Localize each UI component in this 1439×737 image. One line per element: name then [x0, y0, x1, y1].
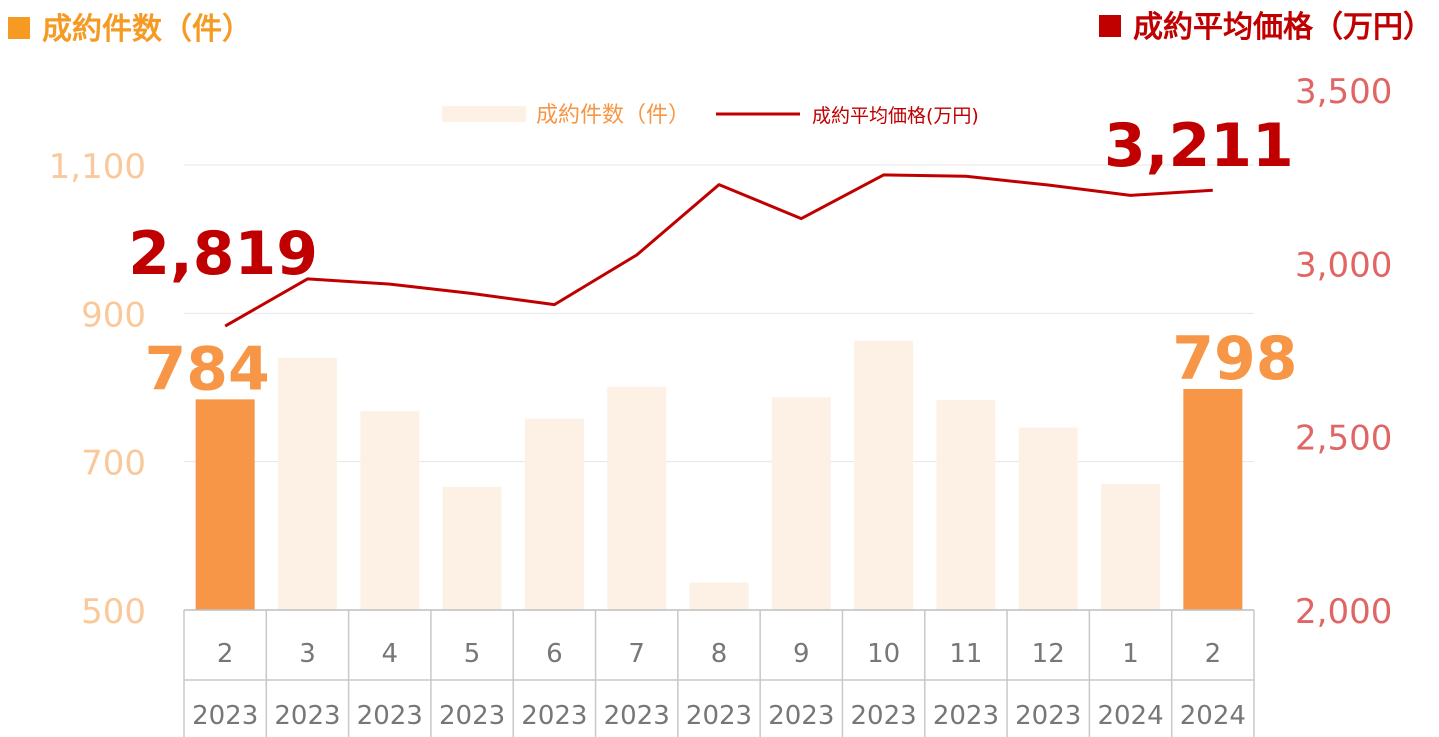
right-tick-label: 3,000	[1295, 245, 1392, 285]
data-label: 2,819	[128, 219, 318, 289]
left-tick-label: 1,100	[49, 147, 146, 187]
right-tick-label: 3,500	[1295, 72, 1392, 112]
category-month-label: 2	[217, 639, 234, 669]
left-axis-title: 成約件数（件）	[8, 4, 252, 48]
bar-series	[195, 340, 1243, 610]
category-month-label: 7	[628, 639, 645, 669]
data-label: 3,211	[1104, 111, 1294, 181]
category-year-label: 2023	[439, 701, 505, 731]
category-year-label: 2023	[851, 701, 917, 731]
category-year-label: 2023	[357, 701, 423, 731]
right-tick-label: 2,000	[1295, 592, 1392, 632]
bar	[277, 357, 337, 610]
category-year-label: 2023	[1015, 701, 1081, 731]
axes: 500 700 900 1,100 2,000 2,500 3,000 3,500 2 2023 3…	[49, 72, 1392, 737]
left-tick-label: 900	[81, 295, 146, 335]
bar	[442, 486, 502, 610]
category-month-label: 11	[949, 639, 982, 669]
bar	[771, 397, 831, 610]
category-month-label: 4	[381, 639, 398, 669]
category-year-label: 2023	[686, 701, 752, 731]
category-year-label: 2024	[1180, 701, 1246, 731]
data-labels: 784 798 2,819 3,211	[128, 111, 1297, 404]
category-year-label: 2023	[192, 701, 258, 731]
category-month-label: 10	[867, 639, 900, 669]
category-year-label: 2023	[274, 701, 340, 731]
data-label: 798	[1172, 324, 1297, 394]
bar	[854, 340, 914, 610]
category-month-label: 8	[711, 639, 728, 669]
category-month-label: 6	[546, 639, 563, 669]
bar	[1101, 483, 1161, 610]
category-month-label: 12	[1032, 639, 1065, 669]
price-line	[224, 173, 1213, 328]
right-axis-title: 成約平均価格（万円）	[1099, 2, 1433, 46]
bar	[1183, 388, 1243, 610]
left-tick-label: 700	[81, 444, 146, 484]
bar	[607, 386, 667, 610]
legend-line-label: 成約平均価格(万円)	[812, 105, 979, 127]
red-square-icon	[1099, 15, 1121, 37]
category-year-label: 2023	[604, 701, 670, 731]
bar	[689, 582, 749, 610]
category-month-label: 5	[464, 639, 481, 669]
category-year-label: 2024	[1097, 701, 1163, 731]
bar	[360, 411, 420, 610]
right-tick-label: 2,500	[1295, 419, 1392, 459]
left-tick-label: 500	[81, 592, 146, 632]
category-month-label: 2	[1205, 639, 1222, 669]
category-month-label: 1	[1122, 639, 1139, 669]
gridlines	[184, 164, 1254, 463]
bar	[936, 400, 996, 610]
orange-square-icon	[8, 17, 30, 39]
data-label: 784	[145, 334, 270, 404]
right-axis-title-text: 成約平均価格（万円）	[1133, 10, 1433, 45]
bar	[1018, 427, 1078, 610]
category-month-label: 9	[793, 639, 810, 669]
legend-bar-swatch	[442, 106, 526, 122]
bar	[524, 418, 584, 610]
category-year-label: 2023	[768, 701, 834, 731]
category-year-label: 2023	[933, 701, 999, 731]
bar	[195, 399, 255, 610]
left-axis-title-text: 成約件数（件）	[42, 12, 252, 47]
legend: 成約件数（件） 成約平均価格(万円)	[442, 103, 979, 128]
category-month-label: 3	[299, 639, 316, 669]
category-year-label: 2023	[521, 701, 587, 731]
line-series	[224, 173, 1213, 328]
legend-bar-label: 成約件数（件）	[536, 103, 690, 128]
